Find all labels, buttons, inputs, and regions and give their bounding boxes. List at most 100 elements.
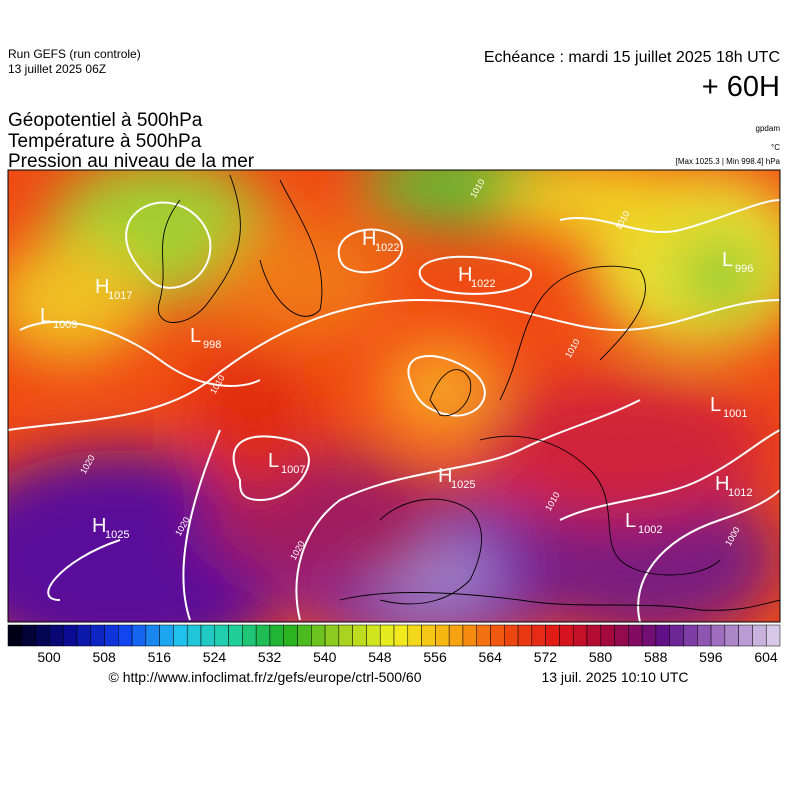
map-field — [8, 170, 780, 622]
colorbar-swatch — [628, 624, 643, 647]
colorbar-swatch — [669, 624, 684, 647]
center-value: 1025 — [451, 479, 475, 491]
center-value: 1002 — [638, 524, 662, 536]
center-value: 996 — [735, 263, 753, 275]
run-date: 13 juillet 2025 06Z — [8, 62, 106, 76]
colorbar-swatch — [545, 624, 560, 647]
center-value: 1001 — [723, 408, 747, 420]
colorbar-tick-label: 548 — [368, 649, 392, 665]
center-letter: H — [438, 465, 452, 487]
colorbar-swatch — [352, 624, 367, 647]
colorbar-swatch — [504, 624, 519, 647]
map-frame — [7, 169, 781, 623]
center-letter: L — [40, 305, 51, 327]
center-letter: L — [710, 394, 721, 416]
title-line: Pression au niveau de la mer — [8, 151, 255, 172]
colorbar-tick-label: 508 — [92, 649, 116, 665]
colorbar-swatch — [517, 624, 533, 647]
colorbar-swatch — [214, 624, 229, 647]
lead-time: + 60H — [702, 71, 780, 103]
colorbar-swatch — [21, 624, 36, 647]
colorbar-swatch — [765, 624, 781, 647]
center-letter: H — [92, 515, 106, 537]
colorbar-swatch — [490, 624, 505, 647]
colorbar-swatch — [421, 624, 436, 647]
colorbar-tick-label: 500 — [37, 649, 61, 665]
colorbar-swatch — [435, 624, 450, 647]
center-value: 1009 — [53, 319, 77, 331]
colorbar-swatch — [297, 624, 312, 647]
colorbar-swatch — [407, 624, 422, 647]
colorbar-swatch — [641, 624, 657, 647]
colorbar-swatch — [531, 624, 546, 647]
colorbar-swatch — [145, 624, 160, 647]
run-label: Run GEFS (run controle) — [8, 47, 141, 61]
colorbar-tick-label: 596 — [699, 649, 723, 665]
colorbar-swatch — [90, 624, 105, 647]
colorbar-swatch — [338, 624, 353, 647]
colorbar-tick-label: 604 — [754, 649, 778, 665]
colorbar-swatch — [448, 624, 464, 647]
colorbar-swatch — [379, 624, 395, 647]
colorbar-swatch — [118, 624, 133, 647]
colorbar-swatch — [62, 624, 78, 647]
colorbar-swatch — [738, 624, 753, 647]
colorbar-swatch — [49, 624, 64, 647]
colorbar-tick-label: 564 — [479, 649, 503, 665]
colorbar-swatch — [614, 624, 629, 647]
colorbar-swatch — [752, 624, 767, 647]
colorbar-tick-label: 556 — [423, 649, 447, 665]
colorbar-swatch — [228, 624, 243, 647]
colorbar-tick-label: 572 — [534, 649, 558, 665]
center-value: 1022 — [471, 278, 495, 290]
title-line: Température à 500hPa — [8, 131, 202, 152]
colorbar-swatch — [462, 624, 477, 647]
source-url: © http://www.infoclimat.fr/z/gefs/europe… — [108, 669, 421, 685]
colorbar-swatch — [104, 624, 119, 647]
center-value: 1017 — [108, 290, 132, 302]
colorbar-swatch — [7, 624, 23, 647]
colorbar-swatch — [586, 624, 602, 647]
colorbar-swatch — [76, 624, 91, 647]
center-letter: L — [625, 510, 636, 532]
colorbar-swatch — [683, 624, 698, 647]
center-value: 998 — [203, 339, 221, 351]
colorbar-swatch — [269, 624, 284, 647]
colorbar-swatch — [242, 624, 257, 647]
colorbar-tick-label: 532 — [258, 649, 282, 665]
colorbar-tick-label: 524 — [203, 649, 227, 665]
colorbar-swatch — [173, 624, 188, 647]
forecast-time: Echéance : mardi 15 juillet 2025 18h UTC — [484, 49, 780, 66]
center-letter: L — [190, 325, 201, 347]
center-letter: H — [362, 228, 376, 250]
center-value: 1012 — [728, 487, 752, 499]
colorbar-swatch — [697, 624, 712, 647]
colorbar-swatch — [655, 624, 670, 647]
colorbar-swatch — [600, 624, 615, 647]
center-letter: H — [715, 473, 729, 495]
colorbar-swatch — [393, 624, 409, 647]
colorbar-swatch — [283, 624, 298, 647]
colorbar-swatch — [131, 624, 147, 647]
unit-label: gpdam — [756, 124, 781, 133]
colorbar-tick-label: 516 — [148, 649, 172, 665]
colorbar-tick-label: 580 — [589, 649, 613, 665]
unit-label: [Max 1025.3 | Min 998.4] hPa — [676, 157, 781, 166]
colorbar-swatch — [559, 624, 574, 647]
colorbar-swatch — [255, 624, 271, 647]
center-value: 1025 — [105, 529, 129, 541]
colorbar: 500 508 516 524 532 540 548 556 564 572 580 588 596 6… — [7, 624, 781, 665]
colorbar-swatch — [366, 624, 381, 647]
colorbar-tick-label: 588 — [644, 649, 668, 665]
colorbar-swatch — [324, 624, 340, 647]
title-line: Géopotentiel à 500hPa — [8, 110, 203, 131]
colorbar-swatch — [186, 624, 202, 647]
unit-label: °C — [771, 143, 780, 152]
center-value: 1007 — [281, 464, 305, 476]
colorbar-swatch — [476, 624, 491, 647]
colorbar-swatch — [35, 624, 50, 647]
center-letter: H — [458, 264, 472, 286]
colorbar-swatch — [710, 624, 726, 647]
center-value: 1022 — [375, 242, 399, 254]
